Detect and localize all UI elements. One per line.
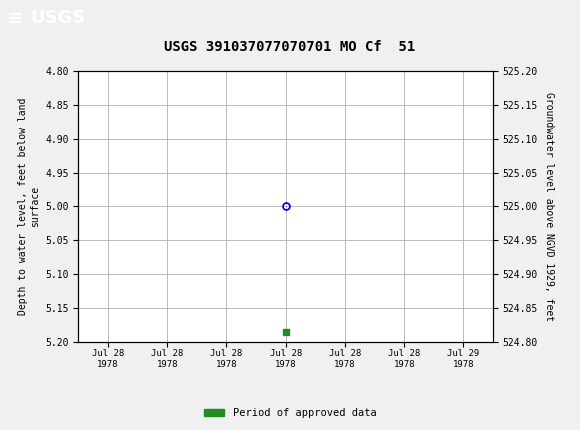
Text: ≡: ≡ bbox=[7, 9, 23, 28]
Text: USGS 391037077070701 MO Cf  51: USGS 391037077070701 MO Cf 51 bbox=[164, 40, 416, 54]
Legend: Period of approved data: Period of approved data bbox=[200, 404, 380, 423]
Text: USGS: USGS bbox=[30, 9, 85, 27]
Y-axis label: Depth to water level, feet below land
surface: Depth to water level, feet below land su… bbox=[18, 98, 39, 315]
Y-axis label: Groundwater level above NGVD 1929, feet: Groundwater level above NGVD 1929, feet bbox=[543, 92, 553, 321]
